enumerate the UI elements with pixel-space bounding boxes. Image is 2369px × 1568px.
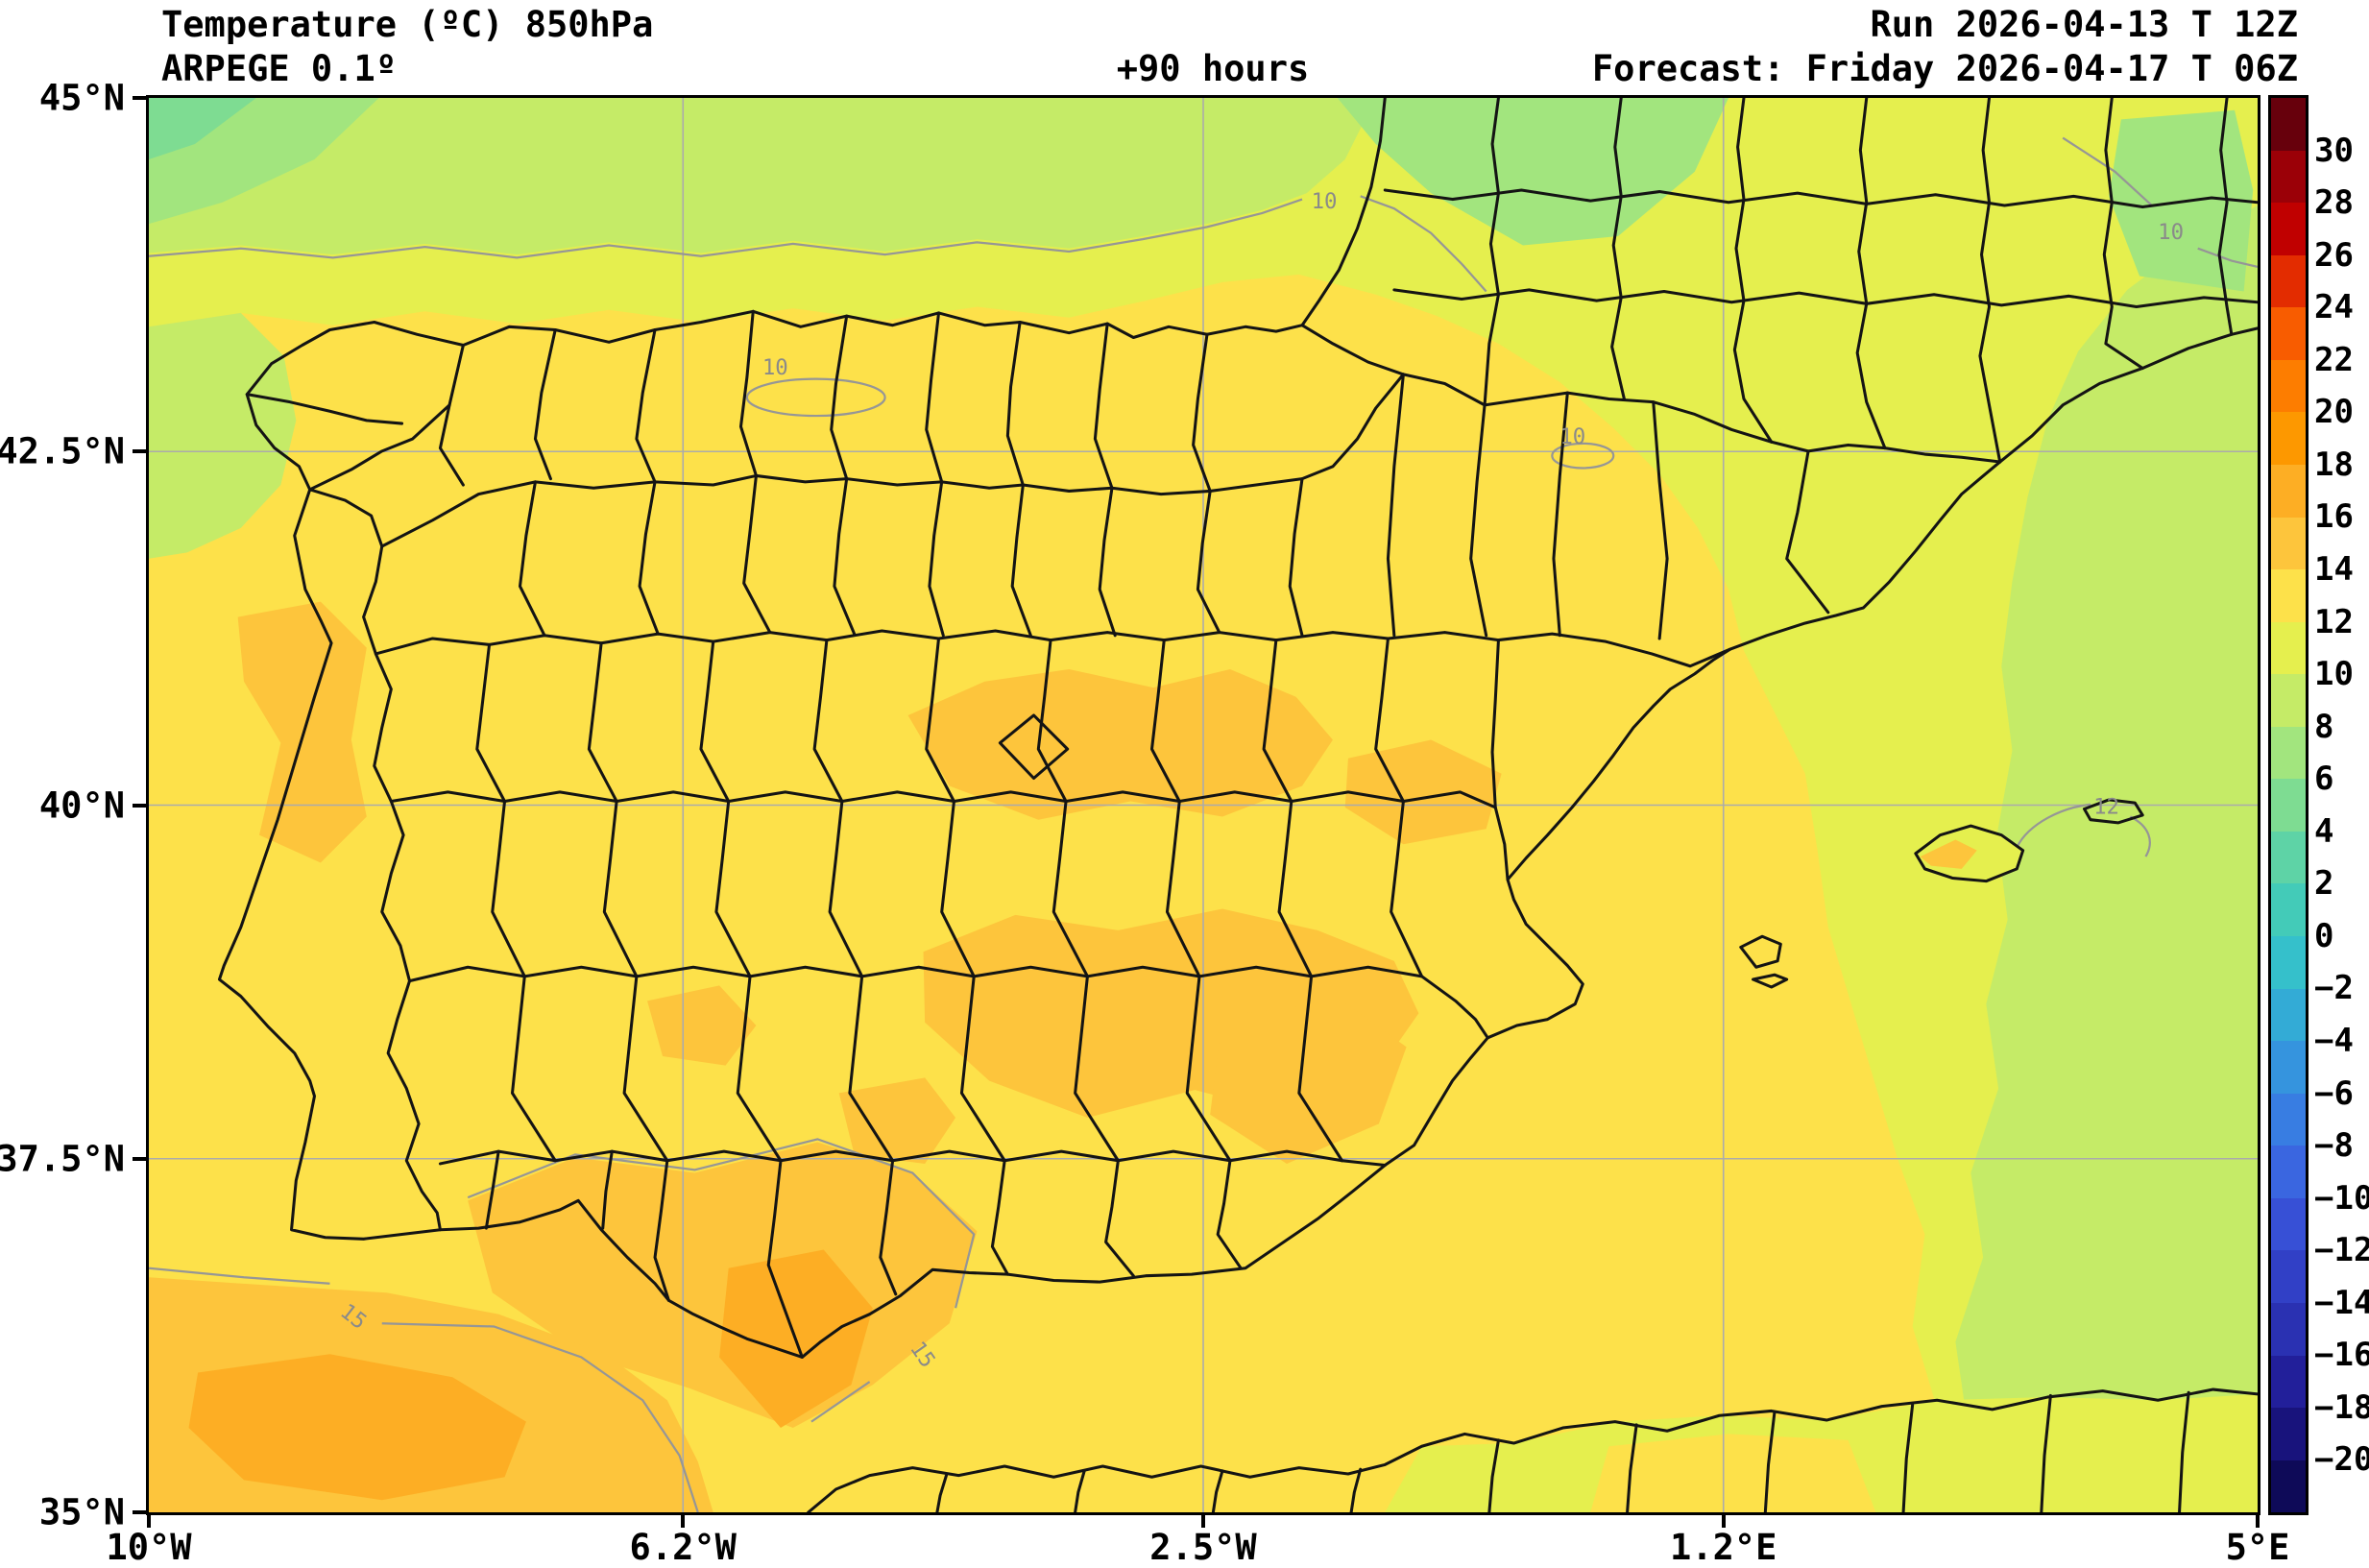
colorbar-tick-label: −10	[2314, 1178, 2369, 1218]
model-label: ARPEGE 0.1º	[161, 48, 398, 89]
colorbar-tick-label: −4	[2314, 1022, 2354, 1060]
lat-tick-label: 42.5°N	[0, 430, 125, 472]
colorbar-tick-label: 10	[2314, 655, 2354, 694]
colorbar-band	[2271, 1197, 2306, 1251]
colorbar-band	[2271, 1093, 2306, 1146]
lat-tick-label: 45°N	[38, 77, 125, 119]
lat-tick-label: 40°N	[38, 784, 125, 826]
lon-tick-mark	[1201, 1515, 1205, 1528]
galicia-borders	[245, 393, 451, 492]
colorbar-band	[2271, 1250, 2306, 1303]
colorbar-tick-label: −18	[2314, 1387, 2369, 1427]
contour-label-north-10: 10	[1312, 189, 1338, 214]
colorbar-band	[2271, 831, 2306, 884]
colorbar-band	[2271, 254, 2306, 308]
lon-tick-mark	[681, 1515, 686, 1528]
colorbar-tick-label: 0	[2314, 916, 2334, 955]
contour-label-cantabria-10: 10	[762, 355, 788, 380]
map-title: Temperature (ºC) 850hPa	[161, 4, 654, 45]
lat-tick-label: 37.5°N	[0, 1138, 125, 1180]
isotherm-contours	[149, 136, 2258, 1512]
colorbar-band	[2271, 1355, 2306, 1409]
colorbar-band	[2271, 936, 2306, 989]
colorbar-bands	[2268, 95, 2309, 1515]
colorbar-tick-label: −14	[2314, 1283, 2369, 1322]
colorbar-band	[2271, 359, 2306, 413]
colorbar-tick-label: −8	[2314, 1126, 2354, 1166]
lat-tick-label: 35°N	[38, 1491, 125, 1533]
colorbar-tick-label: −20	[2314, 1440, 2369, 1480]
colorbar-band	[2271, 569, 2306, 622]
colorbar-tick-label: 24	[2314, 288, 2354, 327]
contour-label-balearic-12: 12	[2093, 794, 2119, 819]
colorbar-tick-label: 28	[2314, 183, 2354, 223]
lat-tick-mark	[133, 1156, 146, 1161]
colorbar-tick-label: 8	[2314, 707, 2334, 746]
contour-label-northeast-10: 10	[2158, 220, 2184, 245]
colorbar-band	[2271, 464, 2306, 518]
balearic-islands	[1739, 798, 2144, 989]
colorbar-ticks: 30 28 26 24 22 20 18 16 14 12 10 8 6 4 2 0 −2 −4 −6 −8 −10 −1…	[2314, 98, 2369, 1512]
colorbar-band	[2271, 1408, 2306, 1460]
portugal-border	[308, 488, 442, 1232]
forecast-label: Forecast: Friday 2026-04-17 T 06Z	[1591, 48, 2298, 89]
colorbar-band	[2271, 674, 2306, 727]
colorbar-tick-label: −6	[2314, 1073, 2354, 1113]
lat-tick-mark	[133, 449, 146, 454]
lon-tick-label: 5°E	[2225, 1527, 2290, 1568]
france-borders	[1383, 188, 2258, 309]
province-borders	[217, 98, 2258, 1512]
coastline	[217, 98, 2258, 1359]
colorbar-tick-label: −2	[2314, 969, 2354, 1008]
colorbar-tick-label: −12	[2314, 1231, 2369, 1270]
colorbar-band	[2271, 1459, 2306, 1513]
lead-time-label: +90 hours	[1116, 48, 1310, 89]
colorbar-tick-label: 20	[2314, 393, 2354, 432]
colorbar-band	[2271, 307, 2306, 360]
lon-tick-label: 10°W	[106, 1527, 192, 1568]
temperature-map-svg: 10 10 10 10 15 15 12	[149, 98, 2258, 1512]
colorbar-band	[2271, 988, 2306, 1042]
africa-coast	[807, 1387, 2258, 1512]
lon-tick-label: 2.5°W	[1149, 1527, 1257, 1568]
map-canvas: 10 10 10 10 15 15 12	[146, 95, 2260, 1515]
colorbar-tick-label: 18	[2314, 445, 2354, 484]
lat-tick-mark	[133, 803, 146, 808]
colorbar-tick-label: 4	[2314, 811, 2334, 851]
lon-tick-mark	[147, 1515, 151, 1528]
lon-tick-label: 6.2°W	[629, 1527, 737, 1568]
lat-tick-mark	[133, 1510, 146, 1514]
colorbar-band	[2271, 1302, 2306, 1356]
colorbar-band	[2271, 517, 2306, 570]
run-label: Run 2026-04-13 T 12Z	[1870, 4, 2298, 45]
lon-axis: 10°W 6.2°W 2.5°W 1.2°E 5°E	[106, 1515, 2289, 1568]
colorbar-tick-label: 22	[2314, 340, 2354, 379]
colorbar-tick-label: 6	[2314, 760, 2334, 799]
lon-tick-mark	[1721, 1515, 1726, 1528]
lat-tick-mark	[133, 96, 146, 100]
colorbar-tick-label: −16	[2314, 1336, 2369, 1375]
colorbar-tick-label: 2	[2314, 864, 2334, 904]
colorbar-band	[2271, 883, 2306, 936]
colorbar-band	[2271, 98, 2306, 151]
colorbar-band	[2271, 203, 2306, 255]
lat-axis: 45°N 42.5°N 40°N 37.5°N 35°N	[0, 78, 146, 1533]
colorbar-tick-label: 14	[2314, 550, 2354, 589]
colorbar-band	[2271, 726, 2306, 780]
lon-tick-label: 1.2°E	[1670, 1527, 1777, 1568]
colorbar-band	[2271, 1146, 2306, 1198]
colorbar-tick-label: 12	[2314, 602, 2354, 641]
contour-label-ebro-10: 10	[1559, 424, 1585, 449]
lon-tick-mark	[2256, 1515, 2260, 1528]
colorbar-band	[2271, 150, 2306, 204]
colorbar-band	[2271, 621, 2306, 675]
colorbar-band	[2271, 779, 2306, 832]
colorbar-tick-label: 26	[2314, 235, 2354, 275]
colorbar-band	[2271, 412, 2306, 465]
colorbar-tick-label: 16	[2314, 497, 2354, 537]
colorbar-band	[2271, 1041, 2306, 1094]
colorbar-tick-label: 30	[2314, 131, 2354, 170]
